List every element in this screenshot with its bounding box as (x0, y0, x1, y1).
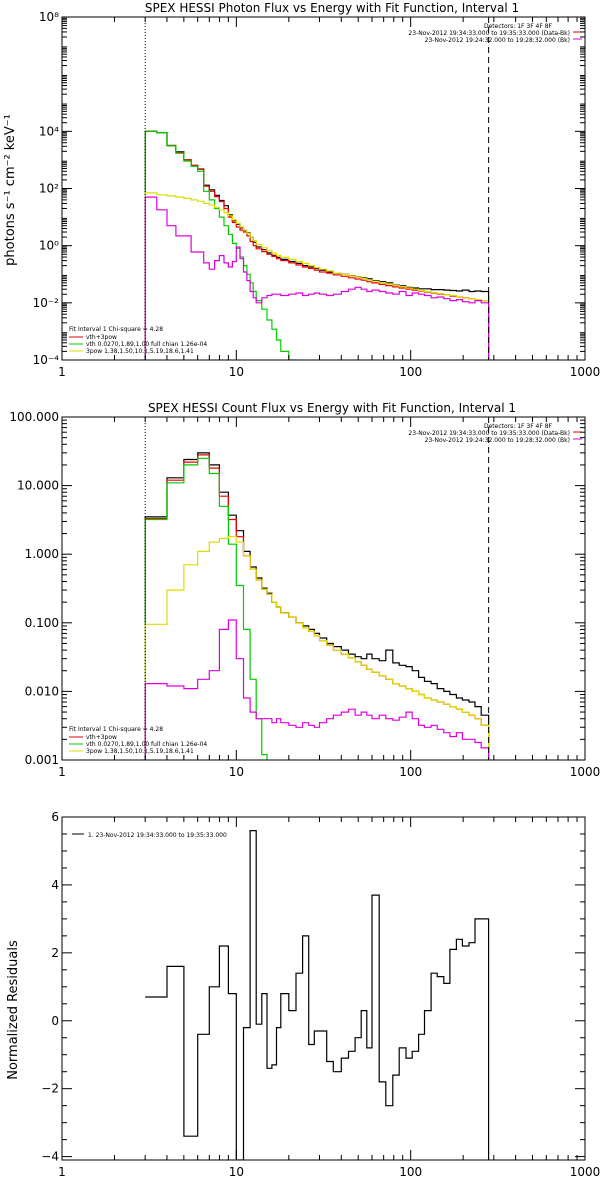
count-plot-area: 1 10 100 1000 0.001 0.010 0.100 1.000 10.000 100.… (9, 410, 600, 779)
count-ytick-label: 0.100 (25, 616, 59, 630)
count-xtick-label: 100 (399, 765, 422, 779)
count-flux-title: SPEX HESSI Count Flux vs Energy with Fit… (148, 401, 516, 415)
count-series-group (144, 452, 490, 760)
count-fit-entry-total: vth+3pow (86, 734, 117, 741)
count-detectors-text: Detectors: 1F 3F 4F 8F (484, 423, 553, 430)
residuals-ytick-label: −4 (41, 1150, 59, 1164)
photon-ytick-label: 10⁰ (39, 239, 59, 253)
residuals-ytick-label: −2 (41, 1082, 59, 1096)
photon-xtick-label: 1 (58, 365, 66, 379)
photon-ytick-label: 10⁴ (39, 124, 59, 138)
photon-fit-entry-vth: vth 0.0270,1.89,1.00 full chian 1.26e-04 (86, 341, 207, 348)
photon-fit-entry-3pow: 3pow 1.38,1.50,10.1,5.19,18.6,1.41 (86, 348, 194, 355)
residuals-series-group (145, 830, 490, 1160)
photon-series-3pow (144, 192, 490, 360)
count-series-bk (144, 619, 490, 760)
count-ytick-label: 100.000 (9, 410, 59, 424)
residuals-ytick-label: 0 (51, 1014, 59, 1028)
photon-series-vth (144, 130, 297, 360)
residuals-frame (61, 816, 586, 1161)
photon-data-interval-text: 23-Nov-2012 19:34:33.000 to 19:35:33.000… (408, 30, 570, 37)
residuals-ytick-label: 4 (51, 878, 59, 892)
residuals-xtick-label: 1000 (570, 1165, 600, 1179)
photon-series-bk (144, 196, 490, 360)
count-ytick-label: 1.000 (25, 547, 59, 561)
photon-frame (61, 16, 586, 361)
photon-fit-entry-total: vth+3pow (86, 334, 117, 341)
count-xtick-label: 1 (58, 765, 66, 779)
residuals-legend-text: 1. 23-Nov-2012 19:34:33.000 to 19:35:33.… (88, 832, 227, 839)
photon-ytick-label: 10⁸ (39, 10, 59, 24)
residuals-plot-area: 1 10 100 1000 −4 −2 0 2 4 6 (41, 810, 600, 1179)
count-flux-panel: SPEX HESSI Count Flux vs Energy with Fit… (69, 401, 582, 755)
photon-flux-ylabel: photons s⁻¹ cm⁻² keV⁻¹ (3, 114, 18, 266)
photon-ytick-label: 10⁻² (33, 296, 60, 310)
count-fit-header: Fit Interval 1 Chi-square = 4.28 (69, 726, 163, 733)
count-frame (61, 416, 586, 761)
count-ytick-label: 0.001 (25, 753, 59, 767)
photon-xtick-label: 10 (229, 365, 244, 379)
residuals-xtick-label: 10 (229, 1165, 244, 1179)
count-fit-entry-3pow: 3pow 1.38,1.50,10.1,5.19,18.6,1.41 (86, 748, 194, 755)
residuals-xtick-label: 100 (399, 1165, 422, 1179)
residuals-panel: Normalized Residuals 1. 23-Nov-2012 19:3… (6, 832, 227, 1080)
photon-xtick-label: 100 (399, 365, 422, 379)
photon-xtick-label: 1000 (570, 365, 600, 379)
count-fit-entry-vth: vth 0.0270,1.89,1.00 full chian 1.26e-04 (86, 741, 207, 748)
count-bk-interval-text: 23-Nov-2012 19:24:32.000 to 19:28:32.000… (425, 437, 570, 444)
residuals-ytick-label: 6 (51, 810, 59, 824)
residuals-series-1 (145, 830, 490, 1160)
count-series-3pow (144, 536, 490, 760)
count-ytick-label: 0.010 (25, 684, 59, 698)
count-series-data-bk (144, 452, 490, 760)
count-ytick-label: 10.000 (17, 479, 59, 493)
photon-flux-title: SPEX HESSI Photon Flux vs Energy with Fi… (145, 1, 519, 15)
photon-ytick-label: 10² (39, 182, 59, 196)
photon-flux-panel: SPEX HESSI Photon Flux vs Energy with Fi… (3, 1, 582, 355)
count-xtick-label: 10 (229, 765, 244, 779)
residuals-ylabel: Normalized Residuals (6, 940, 21, 1080)
photon-plot-area: 1 10 100 1000 10⁻⁴ 10⁻² 10⁰ 10² 10⁴ 10⁸ (33, 10, 600, 379)
count-xtick-label: 1000 (570, 765, 600, 779)
count-series-vth-3pow (144, 454, 490, 760)
photon-ytick-label: 10⁻⁴ (33, 353, 60, 367)
count-series-vth (144, 457, 268, 760)
photon-fit-header: Fit Interval 1 Chi-square = 4.28 (69, 326, 163, 333)
photon-series-group (144, 130, 490, 360)
count-data-interval-text: 23-Nov-2012 19:34:33.000 to 19:35:33.000… (408, 430, 570, 437)
photon-bk-interval-text: 23-Nov-2012 19:24:32.000 to 19:28:32.000… (425, 37, 570, 44)
residuals-xtick-label: 1 (58, 1165, 66, 1179)
residuals-ytick-label: 2 (51, 946, 59, 960)
photon-detectors-text: Detectors: 1F 3F 4F 8F (484, 23, 553, 30)
